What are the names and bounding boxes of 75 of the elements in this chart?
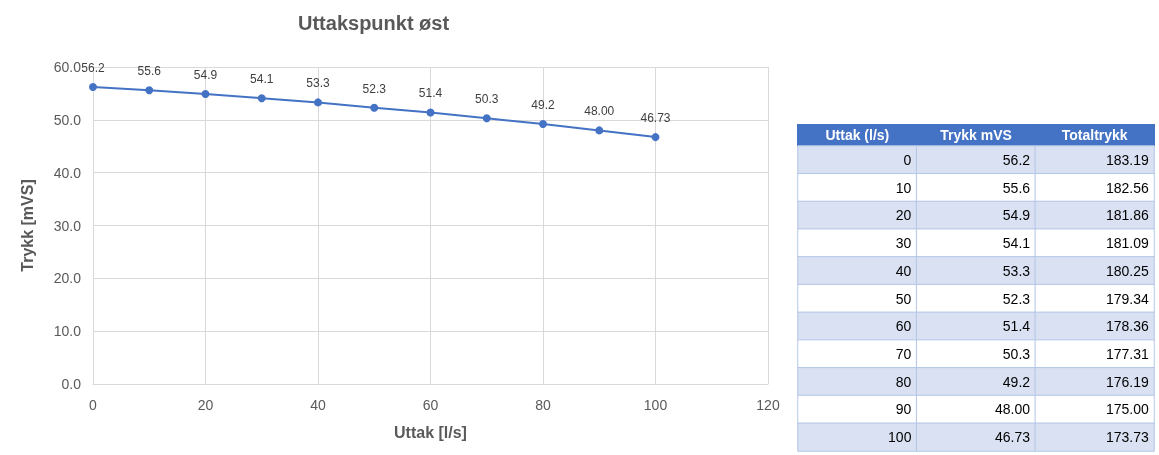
x-tick-label: 40 [310, 397, 326, 413]
data-label: 49.2 [531, 98, 555, 113]
y-axis-title: Trykk [mVS] [18, 179, 36, 272]
x-tick-label: 80 [535, 397, 551, 413]
data-label: 182.56 [1105, 179, 1149, 196]
data-label: 54.9 [193, 67, 218, 82]
x-tick-label: 60 [422, 397, 439, 413]
data-label: 56.2 [1002, 151, 1031, 168]
x-tick-label: 120 [756, 397, 780, 413]
data-label: 54.1 [250, 72, 274, 87]
point [426, 108, 435, 117]
data-label: 80 [895, 373, 912, 390]
y-tick-label: 30.0 [53, 217, 82, 234]
data-label: 48.00 [995, 401, 1031, 418]
data-label: 52.3 [362, 81, 387, 96]
data-label: 177.31 [1105, 345, 1149, 362]
data-label: 70 [895, 345, 912, 362]
point [89, 83, 97, 92]
data-label: 50.3 [475, 92, 499, 107]
data-label: 55.6 [1002, 179, 1031, 196]
data-label: 51.4 [1002, 318, 1031, 335]
y-tick-label: 60.0 [53, 59, 82, 75]
point [145, 86, 154, 95]
data-label: 54.1 [1002, 235, 1031, 252]
chart-title: Uttakspunkt øst [298, 12, 450, 34]
data-label: 48.00 [584, 104, 615, 119]
x-axis-title: Uttak [l/s] [394, 423, 467, 441]
data-label: 60 [895, 318, 912, 335]
data-label: 50 [895, 290, 912, 307]
data-label: 100 [888, 429, 912, 446]
y-tick-label: 50.0 [53, 111, 82, 128]
data-label: 178.36 [1105, 318, 1149, 335]
data-label: 30 [895, 235, 912, 252]
data-label: 0 [903, 151, 912, 168]
data-label: 90 [895, 401, 912, 418]
point [539, 120, 547, 129]
data-label: 10 [895, 179, 912, 196]
data-label: 46.73 [640, 111, 671, 126]
data-label: 56.2 [81, 61, 105, 76]
data-label: 183.19 [1105, 151, 1149, 168]
data-label: 54.9 [1002, 207, 1031, 224]
data-label: 49.2 [1002, 373, 1031, 390]
point [370, 103, 379, 112]
x-tick-label: Uttak (l/s) [825, 127, 890, 143]
point [257, 94, 266, 103]
y-tick-label: 0.0 [61, 376, 82, 392]
data-label: 175.00 [1105, 401, 1149, 418]
x-tick-label: 20 [197, 397, 214, 413]
data-label: 46.73 [995, 429, 1031, 446]
data-label: 52.3 [1002, 290, 1031, 307]
point [595, 126, 604, 135]
point [482, 114, 491, 123]
data-label: 53.3 [306, 76, 330, 91]
x-tick-label: Trykk mVS [940, 127, 1012, 143]
data-label: 179.34 [1105, 290, 1149, 307]
data-label: 51.4 [418, 86, 443, 101]
point [314, 98, 322, 107]
point [651, 133, 660, 142]
x-tick-label: 0 [89, 397, 98, 413]
data-label: 176.19 [1105, 373, 1149, 390]
data-label: 55.6 [137, 64, 162, 79]
data-label: 20 [895, 207, 912, 224]
data-label: 40 [895, 262, 912, 279]
data-label: 181.86 [1105, 207, 1149, 224]
data-label: 181.09 [1105, 235, 1149, 252]
x-tick-label: 100 [643, 397, 668, 413]
x-tick-label: Totaltrykk [1061, 127, 1128, 143]
point [201, 89, 210, 98]
y-tick-label: 20.0 [53, 270, 82, 287]
data-label: 173.73 [1105, 429, 1149, 446]
data-label: 53.3 [1002, 262, 1031, 279]
y-tick-label: 40.0 [53, 164, 82, 181]
data-label: 180.25 [1105, 262, 1149, 279]
data-label: 50.3 [1002, 345, 1031, 362]
y-tick-label: 10.0 [53, 323, 82, 340]
